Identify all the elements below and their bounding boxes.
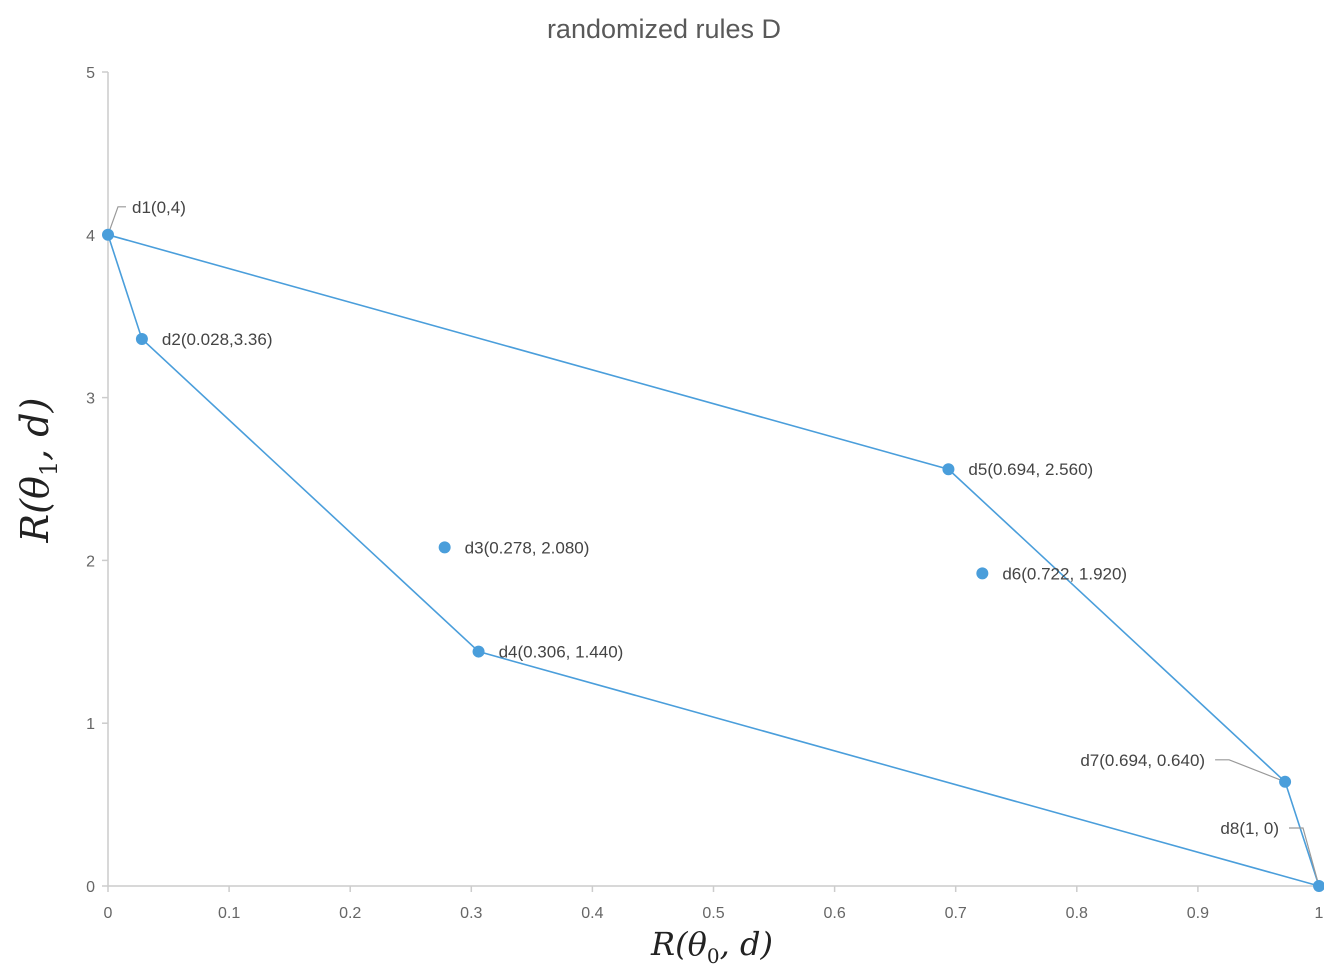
x-tick-label: 0.1 <box>218 905 240 922</box>
y-axis-title: R(θ1, d) <box>13 398 63 544</box>
data-point-d1 <box>102 228 114 241</box>
data-point-d3 <box>438 541 451 554</box>
y-tick-label: 2 <box>86 553 95 570</box>
data-point-d5 <box>942 463 955 476</box>
data-point-d4 <box>472 645 485 658</box>
y-tick-label: 5 <box>86 65 95 82</box>
data-point-d7 <box>1279 775 1292 788</box>
data-point-d2 <box>135 332 148 345</box>
y-tick-label: 3 <box>86 391 95 408</box>
label-leader-d1 <box>107 206 126 236</box>
data-label-d2: d2(0.028,3.36) <box>162 330 273 349</box>
x-tick-label: 0.9 <box>1187 905 1209 922</box>
data-label-d7: d7(0.694, 0.640) <box>1080 751 1205 770</box>
y-tick-label: 4 <box>86 228 95 245</box>
data-labels: d1(0,4) d2(0.028,3.36) d3(0.278, 2.080) d4(… <box>132 198 1279 838</box>
x-tick-label: 0.5 <box>702 905 724 922</box>
data-label-d8: d8(1, 0) <box>1220 819 1279 838</box>
x-tick-label: 0.3 <box>460 905 482 922</box>
label-leaders <box>107 206 1320 887</box>
data-label-d6: d6(0.722, 1.920) <box>1002 564 1127 583</box>
x-ticks: 0 0.1 0.2 0.3 0.4 0.5 0.6 0.7 0.8 0.9 1 <box>104 886 1324 922</box>
data-label-d4: d4(0.306, 1.440) <box>499 643 624 662</box>
y-tick-label: 1 <box>86 716 95 733</box>
label-leader-d7 <box>1215 759 1286 783</box>
x-tick-label: 0.6 <box>823 905 845 922</box>
data-label-d5: d5(0.694, 2.560) <box>968 460 1093 479</box>
x-axis-title: R(θ0, d) <box>650 925 773 968</box>
data-point-d8 <box>1313 880 1324 892</box>
x-tick-label: 0.4 <box>581 905 603 922</box>
data-points <box>102 228 1324 892</box>
x-tick-label: 0 <box>104 905 113 922</box>
hull-series-line <box>107 234 1321 888</box>
label-leader-d8 <box>1289 827 1320 887</box>
data-label-d1: d1(0,4) <box>132 198 186 217</box>
x-tick-label: 1 <box>1315 905 1324 922</box>
x-tick-label: 0.2 <box>339 905 361 922</box>
data-label-d3: d3(0.278, 2.080) <box>465 538 590 557</box>
y-ticks: 0 1 2 3 4 5 <box>86 65 108 896</box>
axes: 0 0.1 0.2 0.3 0.4 0.5 0.6 0.7 0.8 0.9 1 0 1 2 3 4 5 <box>86 65 1323 922</box>
x-tick-label: 0.8 <box>1066 905 1088 922</box>
chart-title: randomized rules D <box>547 14 781 44</box>
y-tick-label: 0 <box>86 879 95 896</box>
x-tick-label: 0.7 <box>945 905 967 922</box>
data-point-d6 <box>976 567 989 580</box>
